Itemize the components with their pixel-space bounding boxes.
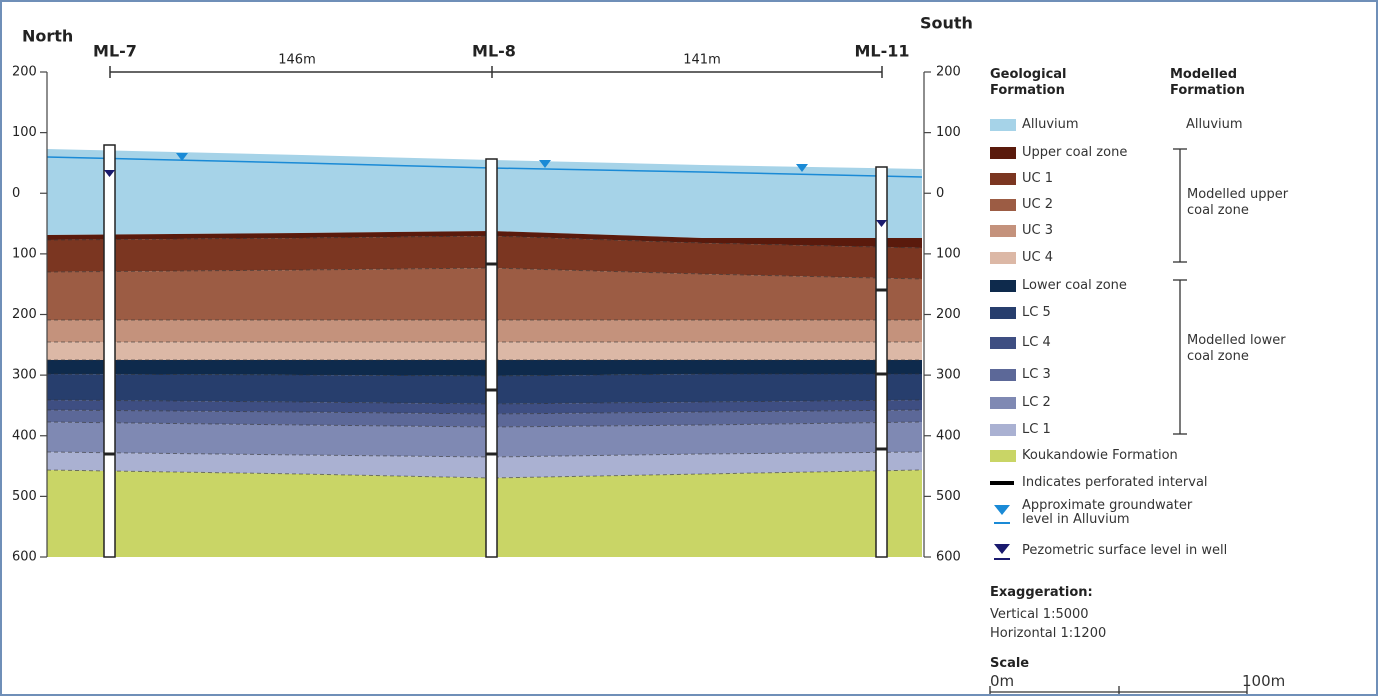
- legend-label: UC 1: [1022, 171, 1053, 186]
- legend-swatch: [990, 199, 1016, 211]
- axis-label: 300: [936, 368, 961, 383]
- axis-label: 200: [936, 307, 961, 322]
- legend-label: Indicates perforated interval: [1022, 475, 1208, 490]
- scale-title: Scale: [990, 656, 1030, 671]
- axis-label: 600: [936, 550, 961, 565]
- legend-label: UC 3: [1022, 223, 1053, 238]
- legend-swatch: [990, 173, 1016, 185]
- formation-layer: [47, 149, 922, 238]
- axis-label: 0: [12, 186, 20, 201]
- layer-boundary: [46, 451, 923, 458]
- axis-label: 600: [12, 550, 37, 565]
- legend-swatch: [990, 280, 1016, 292]
- axis-label: 100: [12, 125, 37, 140]
- formation-layer: [47, 268, 922, 320]
- layer-boundary: [46, 421, 923, 428]
- modelled-label: Alluvium: [1186, 117, 1243, 132]
- distance-label: 146m: [278, 53, 315, 68]
- legend-label: Lower coal zone: [1022, 278, 1127, 293]
- legend-label: LC 3: [1022, 367, 1051, 382]
- formation-layer: [47, 410, 922, 427]
- legend-swatch: [990, 450, 1016, 462]
- axis-label: 200: [12, 65, 37, 80]
- pezometric-symbol: [104, 170, 115, 177]
- legend-label: UC 4: [1022, 250, 1053, 265]
- formation-layer: [47, 422, 922, 457]
- axis-label: 100: [936, 125, 961, 140]
- legend-swatch: [990, 119, 1016, 131]
- distance-label: 141m: [683, 53, 720, 68]
- formation-layer: [47, 360, 922, 376]
- pezometric-symbol: [876, 220, 887, 227]
- axis-label: 300: [12, 368, 37, 383]
- legend-label: LC 4: [1022, 335, 1051, 350]
- axis-label: 200: [936, 65, 961, 80]
- exaggeration-horizontal: Horizontal 1:1200: [990, 626, 1107, 641]
- formation-layer: [47, 470, 922, 557]
- legend-swatch: [990, 397, 1016, 409]
- legend-label: Koukandowie Formation: [1022, 448, 1178, 463]
- legend-label: LC 1: [1022, 422, 1051, 437]
- legend-label: Upper coal zone: [1022, 145, 1128, 160]
- formation-layer: [47, 374, 922, 404]
- legend-swatch: [990, 225, 1016, 237]
- groundwater-symbols: [176, 153, 808, 172]
- well: [103, 144, 116, 558]
- well: [485, 158, 498, 558]
- layer-boundary: [46, 235, 923, 249]
- legend-swatch: [990, 147, 1016, 159]
- legend-label: Approximate groundwater level in Alluviu…: [1022, 498, 1193, 527]
- legend-swatch: [990, 424, 1016, 436]
- layer-boundary: [46, 267, 923, 280]
- distance-line: [109, 66, 883, 78]
- legend-label: Pezometric surface level in well: [1022, 543, 1228, 558]
- scale-end: 100m: [1242, 672, 1286, 690]
- formation-layer: [47, 452, 922, 478]
- scale-start: 0m: [990, 672, 1015, 690]
- formation-layer: [47, 342, 922, 360]
- legend-label: LC 5: [1022, 305, 1051, 320]
- well: [875, 166, 888, 558]
- legend-swatch: [990, 369, 1016, 381]
- well-label: ML-11: [854, 42, 909, 61]
- layer-boundary: [46, 373, 922, 377]
- legend-swatch: [990, 307, 1016, 319]
- layer-boundary: [46, 469, 923, 479]
- modelled-label: Modelled lower coal zone: [1187, 333, 1286, 364]
- formation-layer: [47, 231, 922, 248]
- south-label: South: [920, 14, 973, 33]
- axis-label: 500: [12, 489, 37, 504]
- well-label: ML-7: [93, 42, 137, 61]
- modelled-label: Modelled upper coal zone: [1187, 187, 1289, 218]
- layer-boundary: [46, 399, 923, 405]
- legend-heading: Modelled Formation: [1170, 67, 1245, 98]
- axis-label: 100: [936, 246, 961, 261]
- legend-label: LC 2: [1022, 395, 1051, 410]
- axis-label: 500: [936, 489, 961, 504]
- exaggeration-vertical: Vertical 1:5000: [990, 607, 1089, 622]
- axis-label: 400: [12, 428, 37, 443]
- legend-heading: Geological Formation: [990, 67, 1067, 98]
- legend-label: Alluvium: [1022, 117, 1079, 132]
- axis-label: 200: [12, 307, 37, 322]
- axis-label: 400: [936, 428, 961, 443]
- formation-layer: [47, 400, 922, 414]
- legend-symbols: [989, 148, 1248, 694]
- formation-layer: [47, 320, 922, 342]
- legend-label: UC 2: [1022, 197, 1053, 212]
- axis-label: 100: [12, 246, 37, 261]
- layer-boundary: [46, 409, 923, 415]
- north-label: North: [22, 27, 73, 46]
- legend-swatch: [990, 252, 1016, 264]
- exaggeration-title: Exaggeration:: [990, 585, 1093, 600]
- legend-swatch: [990, 337, 1016, 349]
- well-label: ML-8: [472, 42, 516, 61]
- axis-label: 0: [936, 186, 944, 201]
- formation-layer: [47, 236, 922, 279]
